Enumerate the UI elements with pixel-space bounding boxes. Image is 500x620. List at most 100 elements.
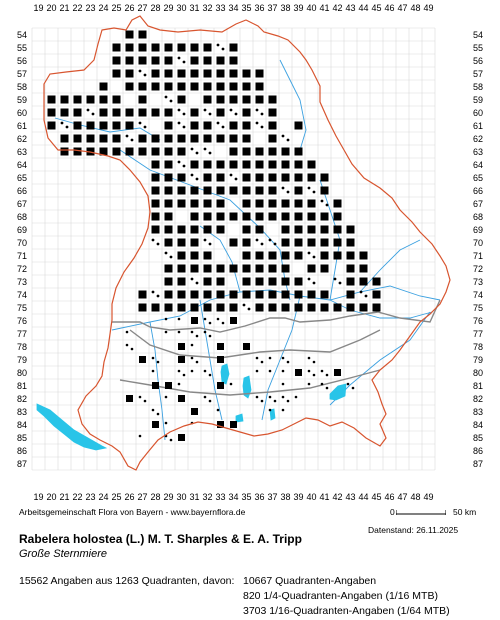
record-square <box>125 108 134 117</box>
record-dot <box>234 112 238 116</box>
record-square <box>190 303 199 312</box>
record-square <box>242 134 251 143</box>
record-square <box>372 303 381 312</box>
record-square <box>190 82 199 91</box>
record-dot <box>169 438 173 442</box>
record-square <box>307 290 316 299</box>
row-label: 65 <box>17 172 28 183</box>
row-label: 75 <box>473 302 484 313</box>
column-label: 32 <box>202 3 213 13</box>
row-label: 87 <box>473 458 484 469</box>
record-square <box>60 147 69 156</box>
record-square <box>138 43 147 52</box>
record-dot <box>255 395 259 399</box>
record-dot <box>325 203 329 207</box>
row-label: 68 <box>17 211 28 222</box>
record-square <box>73 134 82 143</box>
record-dot <box>221 125 225 129</box>
record-dot <box>164 95 168 99</box>
record-dot <box>190 343 194 347</box>
record-square <box>307 264 316 273</box>
record-dot <box>260 125 264 129</box>
record-square <box>320 290 329 299</box>
lake-kochelsee <box>235 413 244 423</box>
record-square <box>86 95 95 104</box>
record-dot <box>151 356 155 360</box>
record-dot <box>281 395 285 399</box>
row-label: 59 <box>17 94 28 105</box>
record-square <box>217 343 224 350</box>
record-dot <box>281 408 285 412</box>
record-square <box>190 121 199 130</box>
record-square <box>177 95 186 104</box>
record-dot <box>268 408 272 412</box>
record-square <box>165 382 172 389</box>
record-square <box>217 421 224 428</box>
record-dot <box>255 238 259 242</box>
record-square <box>333 199 342 208</box>
column-label: 32 <box>202 492 213 502</box>
column-label: 39 <box>293 492 304 502</box>
record-square <box>203 95 212 104</box>
record-square <box>242 212 251 221</box>
row-label: 71 <box>17 250 28 261</box>
record-dot <box>307 251 311 255</box>
record-dot <box>190 356 194 360</box>
record-dot <box>255 108 259 112</box>
record-dot <box>182 164 186 168</box>
record-square <box>217 382 224 389</box>
record-square <box>307 225 316 234</box>
record-square <box>112 121 121 130</box>
record-square <box>112 134 121 143</box>
row-label: 64 <box>17 159 28 170</box>
record-dot <box>138 69 142 73</box>
row-label: 66 <box>473 185 484 196</box>
record-square <box>294 225 303 234</box>
record-square <box>255 212 264 221</box>
record-dot <box>177 317 181 321</box>
record-square <box>268 212 277 221</box>
record-square <box>138 290 147 299</box>
record-dot <box>151 408 155 412</box>
row-label: 71 <box>473 250 484 261</box>
column-label: 37 <box>267 3 278 13</box>
record-square <box>203 56 212 65</box>
record-square <box>281 212 290 221</box>
record-square <box>99 95 108 104</box>
column-label: 21 <box>59 492 70 502</box>
record-dot <box>156 242 160 246</box>
record-square <box>112 108 121 117</box>
record-dot <box>312 360 316 364</box>
record-square <box>164 290 173 299</box>
record-square <box>138 108 147 117</box>
record-square <box>229 147 238 156</box>
stats-quarter: 820 1/4-Quadranten-Angaben (1/16 MTB) <box>243 590 438 602</box>
river-regen <box>359 239 421 293</box>
record-dot <box>177 160 181 164</box>
record-dot <box>138 395 142 399</box>
record-square <box>268 121 277 130</box>
record-dot <box>208 242 212 246</box>
record-dot <box>60 121 64 125</box>
row-label: 55 <box>473 42 484 53</box>
record-square <box>151 108 160 117</box>
record-square <box>242 147 251 156</box>
record-square <box>359 303 368 312</box>
record-square <box>268 108 277 117</box>
record-square <box>229 82 238 91</box>
row-label: 54 <box>473 29 484 40</box>
record-square <box>151 160 160 169</box>
record-dot <box>208 373 212 377</box>
scale-end-label: 50 km <box>453 507 477 517</box>
column-label: 30 <box>176 3 187 13</box>
record-square <box>164 108 173 117</box>
record-square <box>164 277 173 286</box>
record-square <box>268 251 277 260</box>
record-dot <box>138 434 142 438</box>
record-square <box>268 147 277 156</box>
lake-tegernsee <box>269 408 276 421</box>
record-dot <box>268 369 272 373</box>
column-label: 21 <box>59 3 70 13</box>
row-label: 81 <box>17 380 28 391</box>
column-label: 27 <box>137 3 148 13</box>
